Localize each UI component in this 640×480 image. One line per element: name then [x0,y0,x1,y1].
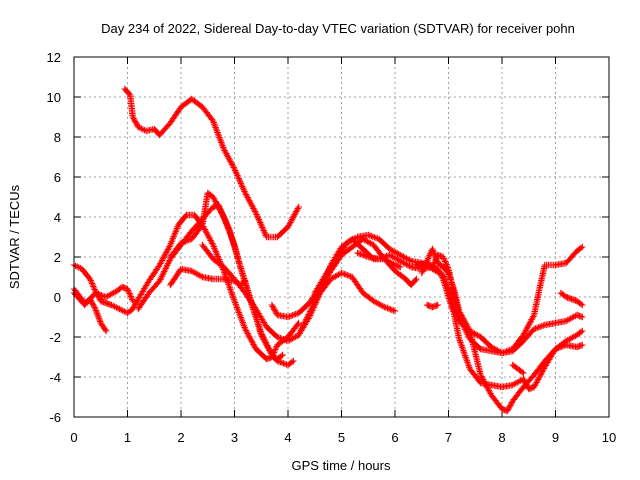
x-tick-label: 7 [445,430,452,445]
y-tick-label: 6 [54,170,61,185]
marker-trail-track-14 [418,245,586,415]
x-tick-label: 1 [124,430,131,445]
x-tick-label: 4 [284,430,291,445]
series-track-14 [418,245,586,415]
marker-trail-track-16 [509,361,527,377]
x-axis-label: GPS time / hours [292,458,391,473]
marker-trail-track-15 [423,301,441,311]
y-tick-label: -6 [49,410,61,425]
marker-trail-track-10 [295,269,399,339]
y-tick-label: 0 [54,290,61,305]
x-tick-label: 5 [338,430,345,445]
y-tick-label: 10 [47,90,61,105]
plot-frame [73,56,610,418]
marker-trail-track-17 [557,289,586,309]
series-track-15 [423,301,441,311]
y-tick-label: 8 [54,130,61,145]
y-axis-label: SDTVAR / TECUs [7,184,22,289]
y-tick-label: -4 [49,370,61,385]
x-tick-label: 6 [391,430,398,445]
data-markers [70,85,586,415]
grid [74,57,609,417]
series-track-17 [557,289,586,309]
series-track-4 [121,85,302,241]
y-tick-label: 2 [54,250,61,265]
y-tick-label: 4 [54,210,61,225]
x-tick-label: 3 [231,430,238,445]
y-tick-label: -2 [49,330,61,345]
chart-title: Day 234 of 2022, Sidereal Day-to-day VTE… [101,21,575,36]
series-track-13 [413,259,586,393]
marker-trail-track-13 [413,259,586,393]
marker-trail-track-4 [121,85,302,241]
x-tick-label: 8 [498,430,505,445]
x-tick-label: 2 [177,430,184,445]
marker-trail-track-7 [167,189,297,369]
series-track-7 [167,189,297,369]
series-track-10 [295,269,399,339]
x-tick-label: 0 [70,430,77,445]
y-tick-label: 12 [47,50,61,65]
series-track-16 [509,361,527,377]
x-tick-label: 9 [552,430,559,445]
x-tick-label: 10 [602,430,616,445]
